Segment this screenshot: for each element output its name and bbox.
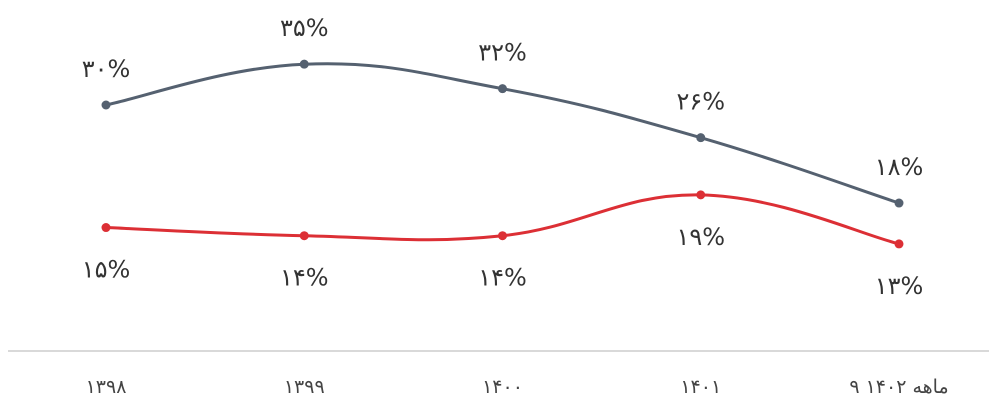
series-2-data-label: ۱۴% (280, 264, 329, 292)
series-1-data-label: ۳۲% (478, 39, 527, 67)
series-1-data-label: ۲۶% (676, 88, 725, 116)
series-1-point (299, 59, 309, 69)
series-2-point (696, 190, 706, 200)
data-labels-layer: ۳۰% ۳۵% ۳۲% ۲۶% ۱۸% ۱۵% ۱۴% ۱۴% ۱۹% ۱۳% (82, 14, 924, 300)
series-1-point (101, 100, 111, 110)
series-1-data-label: ۳۰% (82, 55, 131, 83)
x-tick-label: ۱۳۹۸ (86, 376, 127, 398)
x-tick-label: ۱۳۹۹ (284, 376, 325, 398)
series-2-data-label: ۱۵% (82, 256, 131, 284)
series-2-point (299, 231, 309, 241)
series-1-point (498, 84, 507, 94)
series-layer (101, 59, 904, 249)
series-1-point (894, 198, 904, 208)
series-1-data-label: ۱۸% (875, 153, 924, 181)
series-2-data-label: ۱۳% (875, 272, 924, 300)
series-1-point (696, 133, 706, 143)
series-2-point (101, 223, 111, 233)
series-2-point (894, 239, 904, 249)
x-tick-labels: ۱۳۹۸ ۱۳۹۹ ۱۴۰۰ ۱۴۰۱ ۹ ماهه ۱۴۰۲ (86, 376, 949, 398)
series-2-point (498, 231, 507, 241)
series-2-data-label: ۱۹% (676, 223, 725, 251)
series-2-data-label: ۱۴% (478, 264, 527, 292)
x-tick-label: ۱۴۰۱ (680, 376, 721, 398)
x-tick-label: ۹ ماهه ۱۴۰۲ (849, 376, 948, 398)
x-tick-label: ۱۴۰۰ (482, 376, 523, 398)
series-1-data-label: ۳۵% (280, 14, 329, 42)
